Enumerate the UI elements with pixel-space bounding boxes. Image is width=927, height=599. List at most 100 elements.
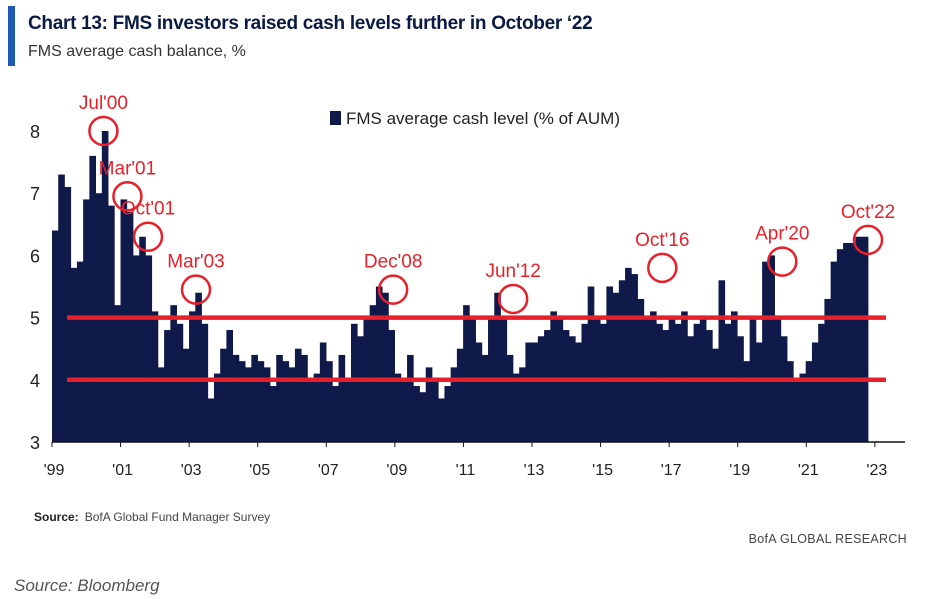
bar bbox=[656, 323, 663, 442]
bar bbox=[550, 311, 557, 442]
bar bbox=[649, 311, 657, 442]
bar bbox=[394, 373, 402, 442]
x-tick-label: '23 bbox=[866, 462, 887, 479]
bar bbox=[126, 211, 134, 442]
annotation-label: Dec'08 bbox=[364, 252, 423, 273]
legend-label: FMS average cash level (% of AUM) bbox=[346, 109, 620, 128]
bar bbox=[706, 330, 713, 442]
bar bbox=[450, 367, 458, 442]
bar bbox=[693, 323, 701, 442]
annotation-label: Oct'01 bbox=[121, 199, 175, 220]
bar bbox=[768, 255, 775, 442]
bar bbox=[787, 361, 794, 442]
axes: 3 4 5 6 7 8 '99 '01 '03 '05 '07 '09 '11 '13 '15 '17 '19 '… bbox=[30, 122, 905, 479]
bar bbox=[288, 367, 296, 442]
bar bbox=[101, 131, 109, 442]
bar bbox=[836, 249, 844, 442]
bar bbox=[512, 373, 520, 442]
title-accent-bar bbox=[8, 6, 15, 66]
bar bbox=[139, 236, 146, 442]
bar bbox=[575, 342, 582, 442]
bar bbox=[357, 336, 364, 442]
y-tick-label: 8 bbox=[30, 122, 40, 142]
bar bbox=[780, 336, 788, 442]
x-tick-label: '11 bbox=[456, 462, 476, 479]
bar bbox=[544, 330, 551, 442]
x-tick-label: '15 bbox=[592, 462, 613, 479]
x-tick-label: '99 bbox=[44, 462, 65, 479]
bar bbox=[64, 186, 72, 442]
bar bbox=[612, 292, 620, 442]
bar bbox=[855, 236, 863, 442]
x-tick-label: '13 bbox=[524, 462, 545, 479]
bar bbox=[805, 361, 813, 442]
bar bbox=[70, 267, 78, 442]
bar bbox=[182, 348, 190, 442]
bar bbox=[338, 354, 346, 442]
bar bbox=[213, 373, 221, 442]
x-tick-label: '09 bbox=[386, 462, 407, 479]
x-tick-label: '17 bbox=[661, 462, 682, 479]
bar bbox=[843, 242, 850, 442]
bar bbox=[494, 292, 501, 442]
bar bbox=[799, 373, 807, 442]
x-tick-label: '19 bbox=[729, 462, 750, 479]
annotation-circle bbox=[112, 181, 143, 212]
legend-swatch bbox=[330, 111, 341, 125]
bar bbox=[849, 242, 856, 442]
bar bbox=[313, 373, 321, 442]
bar bbox=[712, 348, 719, 442]
bar bbox=[132, 255, 140, 442]
bar bbox=[407, 354, 414, 442]
bar bbox=[307, 379, 315, 442]
bar bbox=[687, 336, 694, 442]
x-tick-label: '05 bbox=[249, 462, 270, 479]
annotation-label: Oct'22 bbox=[841, 202, 895, 223]
source-note: Source: BofA Global Fund Manager Survey bbox=[34, 510, 270, 524]
bar bbox=[388, 330, 395, 442]
bar bbox=[108, 205, 115, 442]
x-tick-label: '01 bbox=[112, 462, 133, 479]
bar bbox=[58, 174, 65, 443]
bar bbox=[276, 354, 283, 442]
annotation-circle bbox=[647, 252, 678, 284]
bar bbox=[83, 199, 90, 442]
bar bbox=[220, 348, 227, 442]
annotation-circle bbox=[180, 274, 212, 305]
bar bbox=[344, 379, 352, 442]
bar bbox=[425, 367, 433, 442]
annotation-label: Jun'12 bbox=[485, 261, 540, 282]
bar bbox=[475, 342, 483, 442]
bar bbox=[270, 386, 277, 442]
bar bbox=[151, 311, 159, 442]
bar bbox=[238, 361, 246, 442]
bar bbox=[743, 361, 751, 442]
bar bbox=[89, 155, 96, 442]
y-tick-label: 3 bbox=[30, 433, 40, 453]
bar bbox=[755, 342, 763, 442]
bar bbox=[681, 311, 688, 442]
annotation-label: Jul'00 bbox=[79, 93, 128, 114]
bar bbox=[525, 342, 533, 442]
bar bbox=[438, 398, 445, 442]
bar bbox=[176, 323, 184, 442]
bar bbox=[618, 280, 626, 442]
bar bbox=[537, 336, 545, 442]
chart-title: Chart 13: FMS investors raised cash leve… bbox=[28, 13, 593, 34]
bar bbox=[251, 354, 258, 442]
bar-series bbox=[52, 131, 869, 443]
bar bbox=[413, 386, 420, 442]
bar bbox=[145, 255, 153, 442]
bar bbox=[382, 292, 389, 442]
bar bbox=[818, 323, 825, 442]
bar bbox=[830, 261, 838, 442]
source-label: Source: bbox=[34, 510, 79, 524]
bar bbox=[606, 286, 614, 442]
annotation-circle bbox=[767, 246, 798, 277]
bar bbox=[824, 298, 832, 442]
bar bbox=[164, 330, 171, 442]
bar bbox=[861, 236, 869, 442]
bar bbox=[762, 261, 769, 442]
y-tick-label: 7 bbox=[30, 184, 40, 204]
bar bbox=[282, 361, 290, 442]
